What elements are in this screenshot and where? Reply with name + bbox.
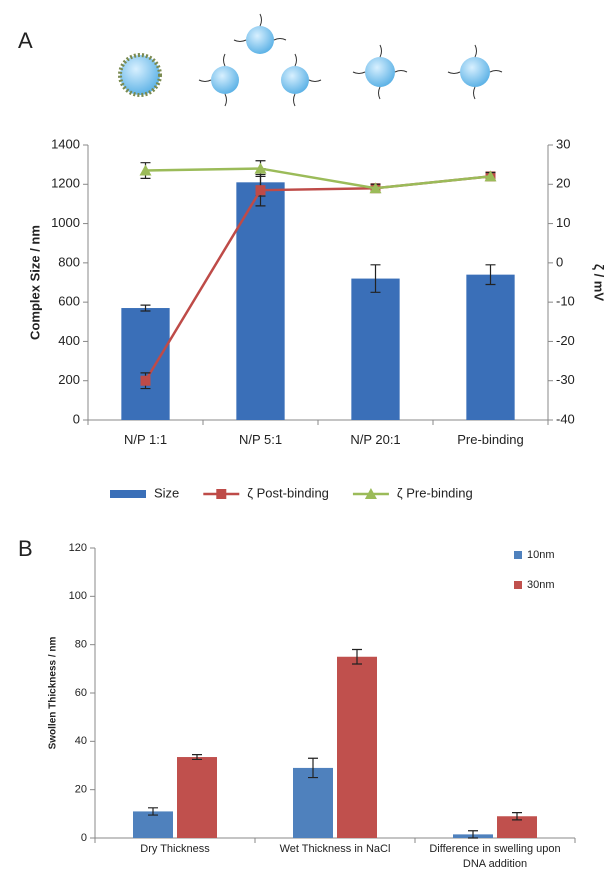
bar xyxy=(466,275,514,420)
bar xyxy=(351,279,399,420)
y-tick-label: 60 xyxy=(75,687,87,699)
y-tick-label: 600 xyxy=(58,294,80,309)
line xyxy=(146,176,491,380)
y-tick-label: 400 xyxy=(58,333,80,348)
marker xyxy=(256,185,266,195)
legend-label: ζ Post-binding xyxy=(247,485,329,500)
legend-label: Size xyxy=(154,485,179,500)
x-tick-label: N/P 20:1 xyxy=(318,432,433,447)
y2-tick-label: -40 xyxy=(556,411,575,426)
legend-label: 10nm xyxy=(527,549,555,561)
y-tick-label: 80 xyxy=(75,639,87,651)
y-tick-label: 40 xyxy=(75,735,87,747)
y2-axis-title: ζ / mV xyxy=(592,264,607,301)
x-tick-label: N/P 5:1 xyxy=(203,432,318,447)
y-tick-label: 1200 xyxy=(51,176,80,191)
bar xyxy=(177,757,217,838)
y-axis-title: Complex Size / nm xyxy=(27,225,42,340)
panel-label: A xyxy=(18,28,33,53)
legend-label: 30nm xyxy=(527,579,555,591)
y2-tick-label: -20 xyxy=(556,333,575,348)
y-tick-label: 120 xyxy=(69,542,87,554)
y2-tick-label: 20 xyxy=(556,176,570,191)
legend-label: ζ Pre-binding xyxy=(397,485,473,500)
y-tick-label: 200 xyxy=(58,372,80,387)
y-tick-label: 100 xyxy=(69,590,87,602)
legend-swatch xyxy=(514,581,522,589)
y2-tick-label: 10 xyxy=(556,215,570,230)
y2-tick-label: 30 xyxy=(556,136,570,151)
y2-tick-label: -30 xyxy=(556,372,575,387)
y-tick-label: 0 xyxy=(81,832,87,844)
figure: A0200400600800100012001400-40-30-20-1001… xyxy=(0,0,611,886)
legend-swatch xyxy=(110,490,146,498)
y-tick-label: 20 xyxy=(75,784,87,796)
marker xyxy=(216,489,226,499)
y-tick-label: 800 xyxy=(58,254,80,269)
illustration xyxy=(120,14,502,106)
line xyxy=(146,169,491,189)
y-tick-label: 1400 xyxy=(51,136,80,151)
bar xyxy=(293,768,333,838)
x-tick-label: Difference in swelling upon DNA addition xyxy=(420,842,570,872)
panel-label: B xyxy=(18,536,33,561)
y2-tick-label: -10 xyxy=(556,294,575,309)
y-tick-label: 1000 xyxy=(51,215,80,230)
y2-tick-label: 0 xyxy=(556,254,563,269)
bar xyxy=(121,308,169,420)
marker xyxy=(141,376,151,386)
x-tick-label: N/P 1:1 xyxy=(88,432,203,447)
y-axis-title: Swollen Thickness / nm xyxy=(48,636,59,749)
y-tick-label: 0 xyxy=(73,411,80,426)
bar xyxy=(337,657,377,838)
x-tick-label: Dry Thickness xyxy=(100,842,250,857)
legend-swatch xyxy=(514,551,522,559)
x-tick-label: Wet Thickness in NaCl xyxy=(260,842,410,857)
x-tick-label: Pre-binding xyxy=(433,432,548,447)
